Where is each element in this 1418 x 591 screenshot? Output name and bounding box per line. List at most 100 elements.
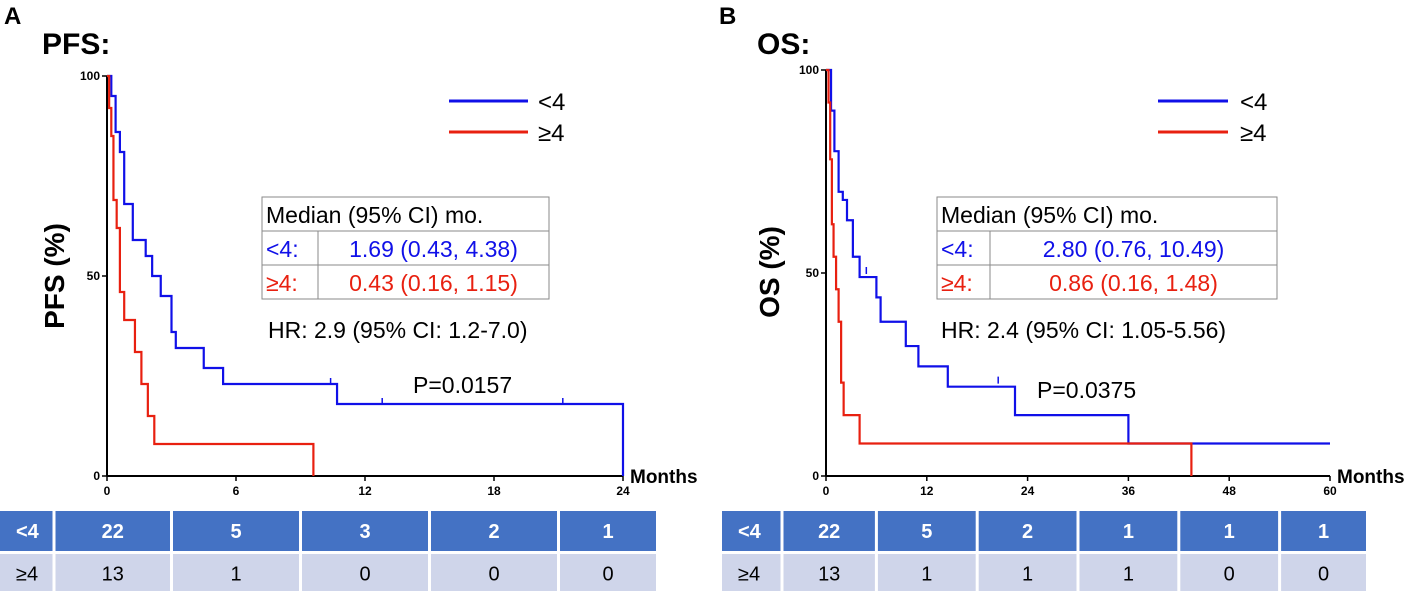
panel-b-hr-text: HR: 2.4 (95% CI: 1.05-5.56): [941, 317, 1226, 343]
panel-b-y-tick-label: 50: [806, 266, 820, 280]
panel-b-stats-border: [936, 196, 1278, 300]
panel-a-x-tick-label: 18: [487, 484, 501, 498]
panel-a-risk-count: 5: [230, 521, 241, 543]
panel-a-stats-value: 0.43 (0.16, 1.15): [349, 270, 518, 296]
panel-b-legend-label-1: ≥4: [1240, 120, 1267, 147]
panel-a-risk-table: <4 22 5 3 2 1 ≥4 13 1 0 0 0: [0, 511, 656, 591]
panel-b-risk-count: 22: [818, 521, 840, 543]
panel-b-x-tick-label: 0: [823, 484, 830, 498]
panel-a-risk-count: 3: [359, 521, 370, 543]
panel-b-risk-count: 0: [1318, 564, 1329, 586]
panel-a-stats-group: <4:: [266, 236, 299, 262]
panel-a-stats-table: Median (95% CI) mo. <4: 1.69 (0.43, 4.38) ≥…: [261, 196, 550, 300]
panel-b-title: OS:: [757, 28, 810, 61]
panel-b-y-tick-label: 100: [799, 63, 819, 77]
panel-b-risk-group-label: ≥4: [738, 564, 760, 586]
panel-b-risk-cell-bg: [1281, 511, 1366, 551]
panel-b-risk-count: 2: [1022, 521, 1033, 543]
panel-a-x-tick-label: 24: [616, 484, 630, 498]
panel-a-stats-header: Median (95% CI) mo.: [266, 202, 483, 228]
panel-b-risk-cell-bg: [783, 554, 875, 591]
panel-b-risk-cell-bg: [783, 511, 875, 551]
panel-a-risk-group-label: <4: [16, 521, 40, 543]
panel-b-risk-count: 1: [1022, 564, 1033, 586]
panel-a-risk-cell-bg: [173, 511, 299, 551]
panel-b-stats-group: ≥4:: [941, 270, 973, 296]
panel-b-risk-cell-bg: [1180, 511, 1279, 551]
panel-a-risk-count: 13: [102, 564, 124, 586]
panel-b-risk-cell-bg: [1079, 511, 1178, 551]
panel-b-risk-cell-bg: [1079, 554, 1178, 591]
panel-a-p-value: P=0.0157: [413, 372, 512, 398]
panel-a-risk-count: 1: [230, 564, 241, 586]
panel-b-risk-count: 0: [1224, 564, 1235, 586]
panel-b-risk-group-label: <4: [738, 521, 762, 543]
panel-b-x-axis-unit: Months: [1337, 467, 1405, 488]
panel-b-letter: B: [719, 3, 736, 30]
panel-a-curves: [107, 74, 625, 476]
panel-b-stats-header: Median (95% CI) mo.: [941, 202, 1158, 228]
panel-a-risk-count: 1: [602, 521, 613, 543]
panel-b-ylabel: OS (%): [754, 226, 785, 318]
panel-b-stats-value: 0.86 (0.16, 1.48): [1049, 270, 1218, 296]
panel-a-risk-cell-bg: [431, 554, 557, 591]
panel-b-risk-count: 1: [1318, 521, 1329, 543]
panel-a-risk-cell-bg: [302, 554, 428, 591]
panel-b-risk-cell-bg: [877, 554, 976, 591]
panel-a-x-tick-label: 6: [233, 484, 240, 498]
panel-b-legend-label-0: <4: [1240, 89, 1267, 116]
panel-a-risk-count: 22: [102, 521, 124, 543]
panel-a-stats-value: 1.69 (0.43, 4.38): [349, 236, 518, 262]
panel-b-curve-series-1: [826, 68, 1193, 476]
panel-b-risk-count: 1: [921, 564, 932, 586]
panel-b-x-tick-label: 36: [1122, 484, 1136, 498]
panel-a-y-tick-label: 50: [87, 269, 101, 283]
panel-a-curve-series-0: [107, 74, 625, 476]
panel-a-stats-group: ≥4:: [266, 270, 298, 296]
panel-a-stats-border: [261, 196, 550, 300]
panel-b-risk-count: 13: [818, 564, 840, 586]
panel-a-x-tick-label: 12: [358, 484, 372, 498]
panel-a-legend-label-1: ≥4: [538, 120, 565, 147]
panel-b-curves: [826, 68, 1330, 476]
panel-a-legend-label-0: <4: [538, 89, 565, 116]
panel-b-risk-table: <4 22 5 2 1 1 1 ≥4 13 1 1 1 0 0: [722, 511, 1366, 591]
panel-a-letter: A: [4, 3, 21, 30]
panel-b-legend: <4≥4: [1158, 89, 1267, 147]
panel-b-risk-count: 5: [921, 521, 932, 543]
panel-b-p-value: P=0.0375: [1037, 377, 1136, 403]
panel-a-hr-text: HR: 2.9 (95% CI: 1.2-7.0): [268, 317, 528, 343]
panel-a-y-tick-label: 0: [93, 469, 100, 483]
panel-b-x-tick-label: 12: [920, 484, 934, 498]
panel-b-curve-series-0: [826, 68, 1330, 445]
panel-a-risk-cell-bg: [55, 554, 170, 591]
panel-b-risk-count: 1: [1123, 564, 1134, 586]
panel-a-risk-count: 0: [488, 564, 499, 586]
panel-a-title: PFS:: [42, 28, 110, 61]
panel-a-ylabel: PFS (%): [39, 223, 70, 329]
panel-a-risk-count: 2: [488, 521, 499, 543]
panel-b-risk-cell-bg: [722, 511, 781, 551]
panel-a-y-tick-label: 100: [80, 69, 100, 83]
panel-a-x-tick-label: 0: [104, 484, 111, 498]
panel-b-x-tick-label: 60: [1323, 484, 1337, 498]
panel-a-legend: <4≥4: [449, 89, 565, 147]
panel-b-stats-table: Median (95% CI) mo. <4: 2.80 (0.76, 10.49)…: [936, 196, 1278, 300]
panel-b-x-tick-label: 24: [1021, 484, 1035, 498]
panel-a-risk-count: 0: [602, 564, 613, 586]
panel-b-risk-cell-bg: [877, 511, 976, 551]
panel-a-curve-series-1: [107, 74, 315, 476]
panel-b-risk-cell-bg: [978, 511, 1077, 551]
panel-a-risk-cell-bg: [560, 511, 656, 551]
panel-b-risk-count: 1: [1224, 521, 1235, 543]
panel-b-x-tick-label: 48: [1223, 484, 1237, 498]
panel-b-risk-cell-bg: [1180, 554, 1279, 591]
panel-a-risk-cell-bg: [431, 511, 557, 551]
panel-a-risk-cell-bg: [55, 511, 170, 551]
panel-a-risk-cell-bg: [560, 554, 656, 591]
